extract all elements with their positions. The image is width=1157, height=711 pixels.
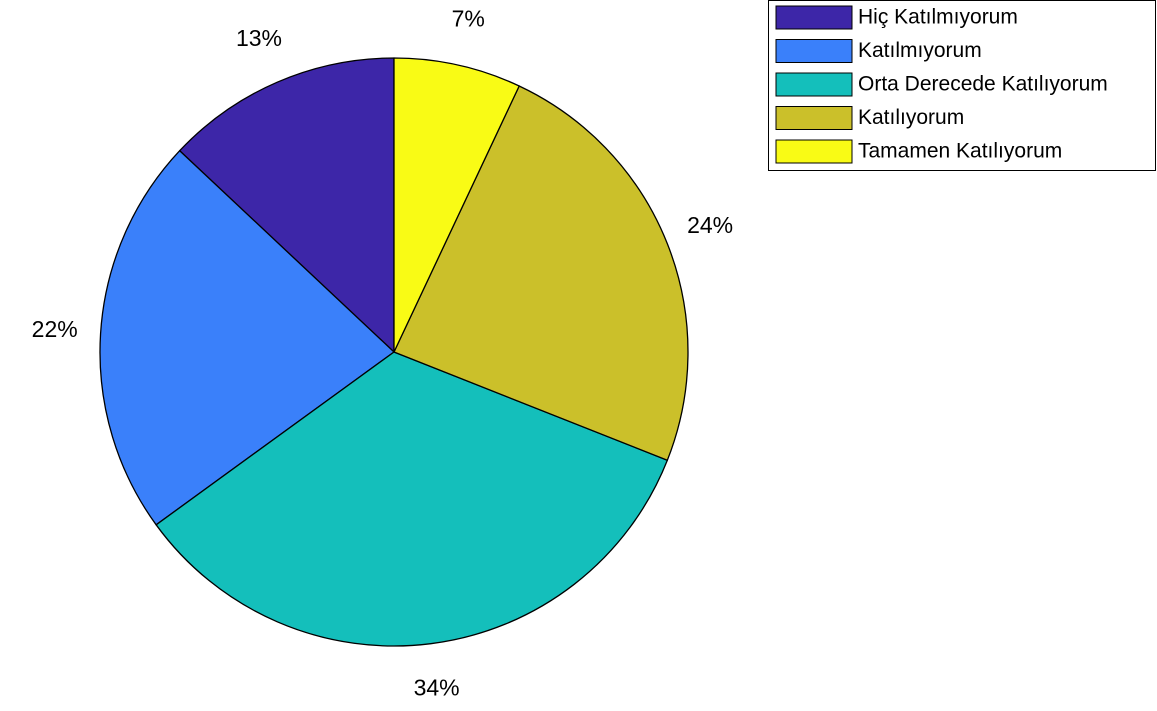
legend-label-tamamen-katiliyorum: Tamamen Katılıyorum (858, 140, 1062, 163)
percent-labels: 13% 22% 34% 24% 7% (32, 5, 733, 700)
legend-label-orta-derecede-katiliyorum: Orta Derecede Katılıyorum (858, 73, 1108, 96)
legend: Hiç Katılmıyorum Katılmıyorum Orta Dereced… (768, 0, 1156, 171)
legend-label-hic-katilmiyorum: Hiç Katılmıyorum (858, 6, 1018, 29)
pie-slice-katilmiyorum (99, 150, 395, 526)
percent-label-hic-katilmiyorum: 13% (236, 25, 282, 51)
percent-label-tamamen-katiliyorum: 7% (452, 5, 485, 31)
pie-slice-orta-derecede-katiliyorum (155, 351, 668, 647)
legend-swatch-orta-derecede-katiliyorum (775, 72, 853, 97)
legend-label-katiliyorum: Katılıyorum (858, 106, 964, 129)
pie-slices (99, 57, 689, 647)
pie-slice-katiliyorum (393, 85, 689, 461)
legend-swatch-katilmiyorum (775, 39, 853, 63)
percent-label-katiliyorum: 24% (687, 212, 733, 238)
percent-label-orta-derecede-katiliyorum: 34% (414, 674, 460, 700)
legend-label-katilmiyorum: Katılmıyorum (858, 39, 982, 62)
pie-slice-tamamen-katiliyorum (393, 57, 520, 353)
legend-swatch-katiliyorum (775, 106, 853, 130)
legend-swatch-hic-katilmiyorum (775, 5, 853, 30)
pie-slice-hic-katilmiyorum (179, 57, 395, 353)
legend-items: Hiç Katılmıyorum Katılmıyorum Orta Dereced… (775, 5, 1108, 164)
legend-swatch-tamamen-katiliyorum (775, 139, 853, 164)
percent-label-katilmiyorum: 22% (32, 316, 78, 342)
